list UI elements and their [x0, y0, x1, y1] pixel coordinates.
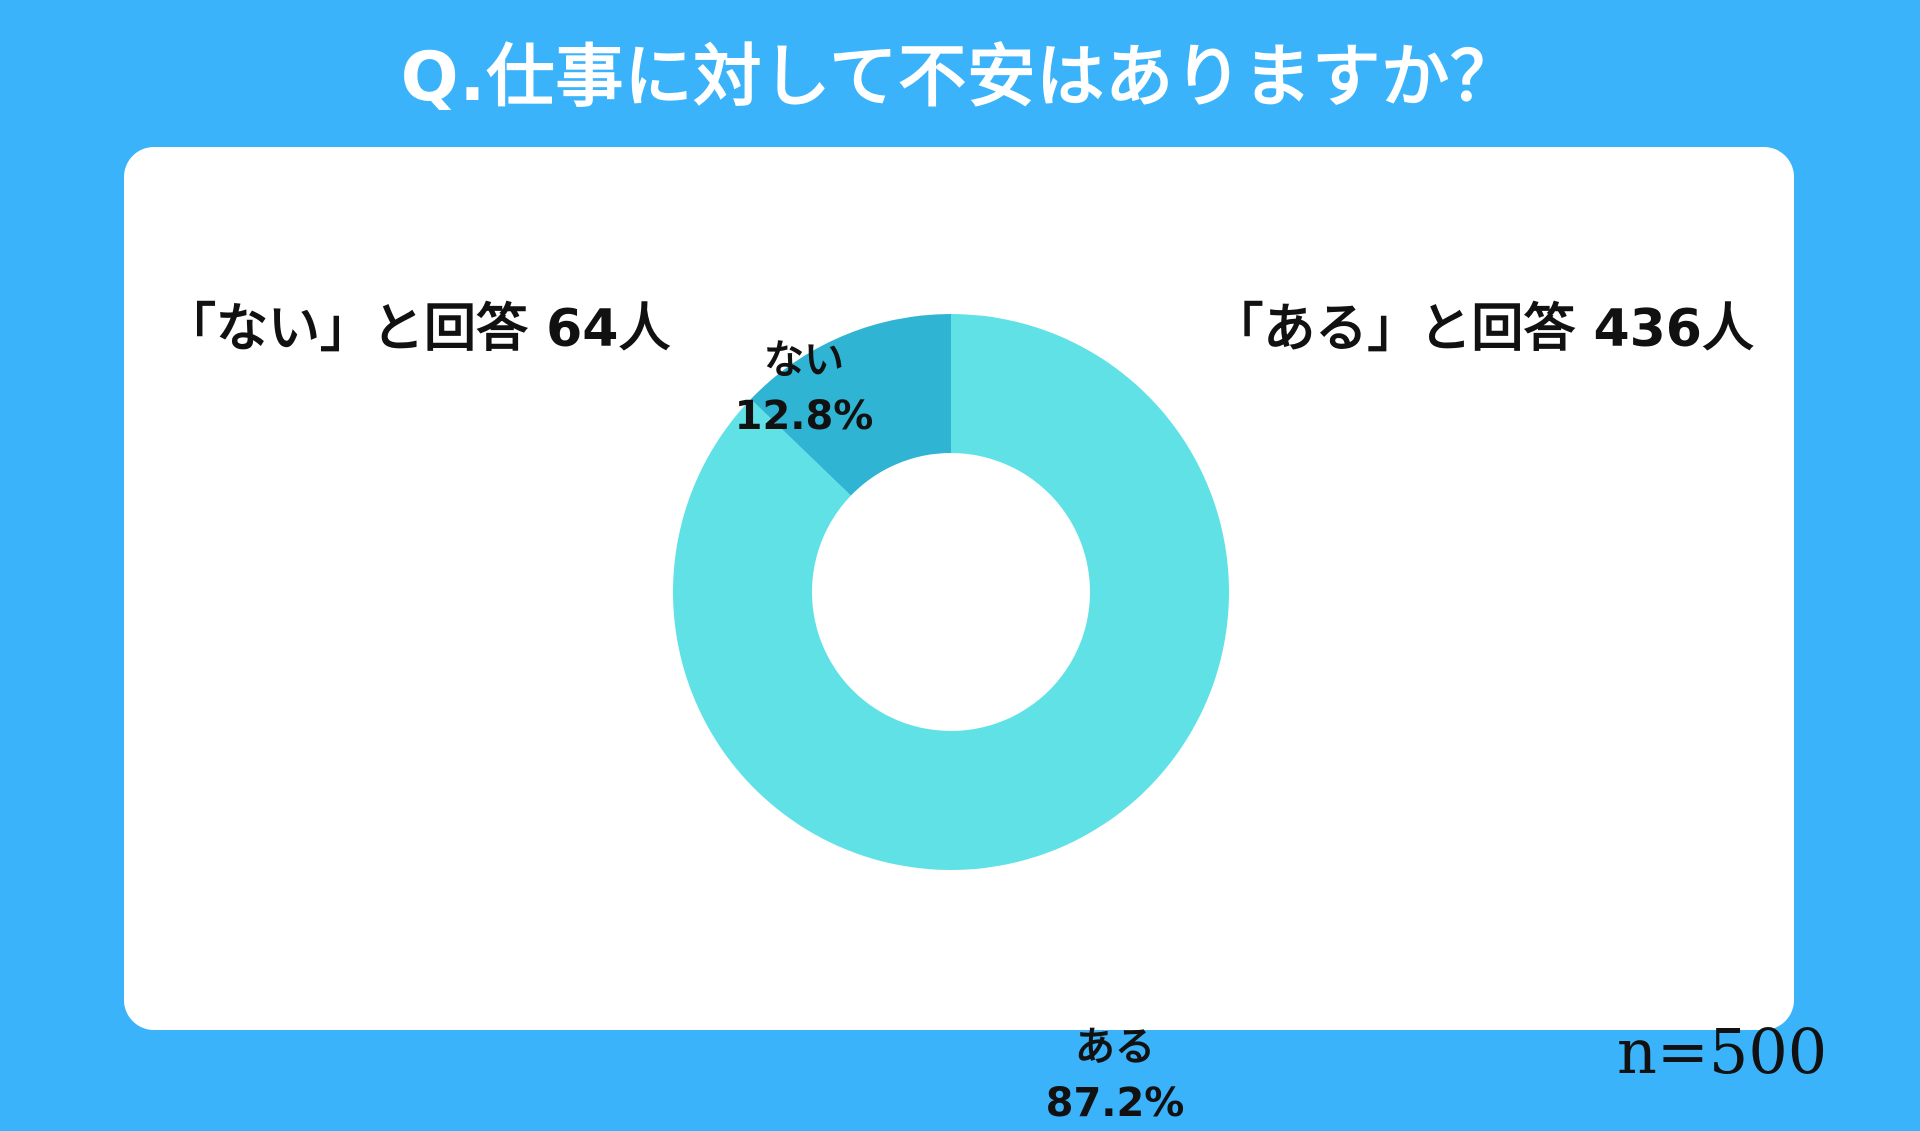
sample-size-label: n=500 — [1617, 1015, 1828, 1088]
slice-label-yes: ある 87.2% — [1005, 1019, 1225, 1131]
slice-label-no-percent: 12.8% — [734, 393, 874, 439]
donut-slice-no — [750, 314, 951, 496]
slice-label-yes-category: ある — [1075, 1024, 1155, 1070]
summary-no-count: 「ない」と回答 64人 — [164, 299, 671, 359]
summary-yes-count: 「ある」と回答 436人 — [1211, 299, 1754, 359]
slice-label-yes-percent: 87.2% — [1045, 1080, 1185, 1126]
donut-chart — [673, 314, 1229, 870]
slice-label-no: ない 12.8% — [694, 332, 914, 444]
page-title: Q.仕事に対して不安はありますか？ — [400, 38, 1520, 117]
slice-label-no-category: ない — [764, 337, 844, 383]
chart-card: 「ない」と回答 64人 「ある」と回答 436人 ない 12.8% ある 87.… — [124, 147, 1827, 1126]
donut-slice-yes — [673, 314, 1229, 870]
